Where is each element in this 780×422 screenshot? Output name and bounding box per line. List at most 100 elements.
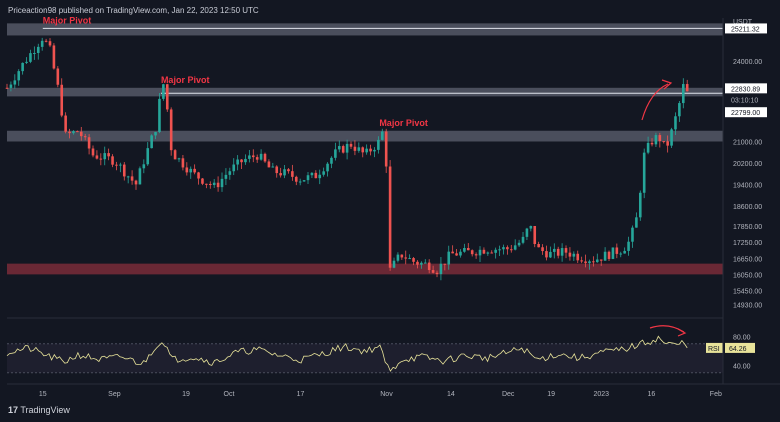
candle (564, 248, 568, 253)
candle (396, 254, 400, 261)
candle (478, 249, 482, 256)
candle (126, 176, 130, 178)
candle (427, 262, 431, 271)
candle (580, 260, 583, 262)
candle (670, 129, 673, 146)
price-arrow-head (661, 79, 673, 90)
pivots-group: Major Pivot Major Pivot Major Pivot (43, 15, 428, 127)
price-tick: 19400.00 (733, 182, 762, 189)
rsi-group: 80.00 40.00 RSI 64.26 (6, 335, 755, 374)
candle (212, 182, 216, 186)
candle (95, 155, 99, 159)
price-tick: 14930.00 (733, 302, 762, 309)
candle (584, 261, 587, 264)
rsi-tick: 40.00 (733, 364, 751, 371)
time-axis[interactable]: 15 Sep 19 Oct 17 Nov 14 Dec 19 2023 16 Feb (39, 391, 722, 398)
candle (388, 166, 392, 268)
candle (287, 169, 290, 172)
candle (384, 131, 388, 167)
candle (615, 247, 619, 254)
candle (506, 247, 509, 250)
candle (408, 258, 411, 260)
candle (341, 146, 345, 153)
price-tick: 16650.00 (733, 256, 762, 263)
candle (509, 249, 513, 251)
candle (658, 135, 662, 142)
candle (107, 153, 110, 157)
candle (9, 84, 13, 88)
rsi-label: RSI (708, 346, 720, 353)
candle (142, 164, 146, 169)
time-tick: Sep (108, 391, 121, 398)
candle (169, 109, 173, 151)
candle (302, 180, 306, 182)
time-tick: 19 (182, 391, 190, 398)
zone-gray (7, 130, 723, 142)
candle (380, 131, 384, 140)
time-tick: 19 (547, 391, 555, 398)
candle (255, 157, 259, 160)
publish-caption: Priceaction98 published on TradingView.c… (8, 6, 259, 15)
candle (560, 248, 564, 256)
candle (369, 148, 372, 152)
candle (443, 263, 447, 265)
candle (592, 261, 595, 263)
candle (17, 71, 21, 81)
candle (654, 135, 658, 145)
candle (337, 146, 341, 150)
time-tick: 16 (648, 391, 656, 398)
candle (685, 84, 689, 92)
candle (294, 176, 298, 182)
candle (466, 247, 470, 251)
time-tick: Oct (224, 391, 235, 398)
candle (60, 84, 64, 116)
candle (549, 251, 552, 258)
zone-gray (7, 87, 723, 97)
candle (13, 80, 17, 85)
candle (400, 254, 404, 258)
price-tick: 17250.00 (733, 240, 762, 247)
zone-gray (7, 23, 723, 36)
candle (525, 228, 529, 237)
candle (33, 52, 36, 54)
candle (99, 158, 103, 160)
candle (537, 244, 540, 248)
candle (232, 164, 236, 172)
price-tick: 17850.00 (733, 224, 762, 231)
candle (326, 163, 329, 172)
candle (162, 84, 165, 99)
tradingview-logo: 17 TradingView (8, 405, 70, 415)
rsi-band (7, 343, 723, 373)
candle (134, 180, 138, 185)
candle (146, 148, 150, 165)
candle (650, 142, 654, 145)
candle (529, 225, 533, 229)
level-mid-tag: 22799.00 (731, 110, 760, 117)
level-lines-group (42, 27, 723, 94)
candle (251, 155, 255, 158)
current-price-tag-bg (725, 83, 767, 94)
candle (322, 171, 325, 175)
candle (103, 153, 107, 160)
candle (545, 251, 548, 258)
candle (240, 159, 243, 163)
candle (205, 183, 208, 185)
candle (619, 253, 623, 255)
candle (459, 251, 462, 256)
candle (177, 158, 181, 160)
candle (357, 147, 361, 151)
candle (627, 241, 630, 251)
candle (56, 68, 60, 85)
rsi-arrow-head (677, 328, 687, 337)
price-axis[interactable]: 24000.00 21000.00 20200.00 19400.00 18600.00… (733, 59, 762, 310)
price-tick: 24000.00 (733, 59, 762, 66)
candle (224, 174, 228, 179)
candle (635, 217, 638, 228)
candle (451, 251, 454, 254)
candle (165, 84, 169, 110)
candle (64, 115, 67, 132)
candle (52, 45, 56, 69)
candle (517, 242, 521, 246)
rsi-tick: 80.00 (733, 335, 751, 342)
